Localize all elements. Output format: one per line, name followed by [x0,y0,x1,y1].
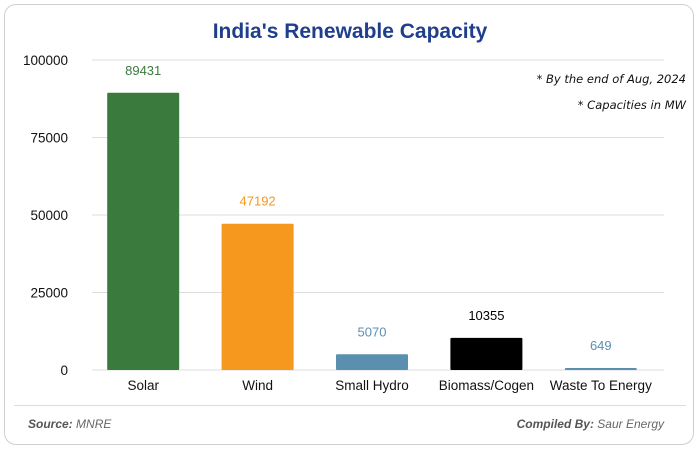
bar-solar [107,92,180,370]
bar-small-hydro [336,354,408,370]
y-tick-label: 75000 [30,131,68,146]
source-value: MNRE [76,417,112,431]
chart-title: India's Renewable Capacity [212,20,488,43]
compiled-label: Compiled By: [516,417,594,431]
note-units: * Capacities in MW [577,98,686,112]
bar-wind [221,223,294,370]
data-label: 89431 [125,63,161,78]
x-tick-label: Wind [242,378,273,393]
x-tick-label: Waste To Energy [550,378,652,393]
note-date: * By the end of Aug, 2024 [536,72,686,86]
bar-biomass-cogen [450,337,523,370]
y-tick-label: 0 [60,363,68,378]
x-tick-label: Solar [127,378,159,393]
data-label: 47192 [240,194,276,209]
y-tick-label: 50000 [30,208,68,223]
data-label: 5070 [358,324,387,339]
y-tick-label: 25000 [30,286,68,301]
footer-divider [14,405,686,406]
y-tick-label: 100000 [23,53,68,68]
x-tick-label: Biomass/Cogen [439,378,534,393]
data-label: 649 [590,338,612,353]
footer-compiled: Compiled By: Saur Energy [517,417,664,431]
data-label: 10355 [468,308,504,323]
chart-notes: * By the end of Aug, 2024 * Capacities i… [537,66,686,118]
compiled-value: Saur Energy [597,417,664,431]
footer-source: Source: MNRE [28,417,111,431]
x-tick-label: Small Hydro [335,378,409,393]
source-label: Source: [28,417,73,431]
bar-waste-to-energy [564,367,637,370]
